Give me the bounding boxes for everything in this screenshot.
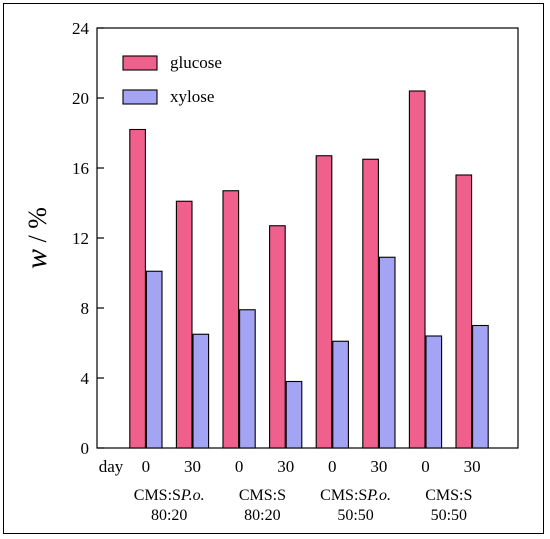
group-label-prefix: CMS:S [320, 487, 367, 504]
group-label-line2: 50:50 [431, 507, 467, 524]
group-label-line2: 50:50 [337, 507, 373, 524]
x-axis: day 0 30 0 30 0 30 0 30CMS:SP.o.80:20CMS:S80:20C… [99, 457, 481, 524]
group-label-prefix: CMS:S [134, 487, 181, 504]
group-label-line1: CMS:SP.o. [134, 487, 205, 504]
bar-xylose-8 [472, 324, 489, 449]
bar-xylose-3 [239, 309, 256, 449]
bar-glucose-1 [129, 128, 146, 449]
bar-glucose-5 [315, 155, 333, 449]
y-tick-label: 4 [81, 369, 90, 388]
x-tick-label: 0 [235, 457, 244, 476]
group-label-italic: P.o. [366, 487, 391, 504]
x-prefix-label: day [99, 457, 124, 476]
x-tick-label: 0 [421, 457, 430, 476]
bar-xylose-2 [192, 333, 210, 449]
bar-xylose-6 [378, 256, 396, 449]
group-label-prefix: CMS:S [239, 487, 286, 504]
bar-glucose-6 [362, 158, 379, 449]
y-axis-label: w / % [20, 207, 53, 269]
y-tick-label: 16 [72, 159, 89, 178]
x-tick-label: 30 [464, 457, 481, 476]
x-tick-label: 0 [328, 457, 337, 476]
x-tick-label: 30 [370, 457, 387, 476]
y-tick-label: 12 [72, 229, 89, 248]
bars [129, 90, 489, 449]
bar-xylose-4 [285, 380, 303, 449]
legend-label-glucose: glucose [170, 53, 222, 72]
y-tick-label: 0 [81, 439, 90, 458]
y-axis-label-unit: / % [23, 207, 52, 249]
group-label-prefix: CMS:S [425, 487, 472, 504]
bar-glucose-2 [175, 200, 193, 449]
y-tick-label: 20 [72, 89, 89, 108]
bar-xylose-1 [145, 270, 163, 449]
legend-swatch-xylose [122, 89, 158, 105]
bar-glucose-3 [222, 190, 240, 449]
legend-label-xylose: xylose [170, 87, 214, 106]
group-label-line1: CMS:S [425, 487, 472, 504]
bar-xylose-5 [332, 340, 349, 449]
group-label-line1: CMS:S [239, 487, 286, 504]
bar-glucose-8 [455, 174, 473, 449]
y-tick-label: 24 [72, 19, 90, 38]
group-label-line2: 80:20 [244, 507, 280, 524]
y-axis-label-var: w [20, 249, 53, 269]
group-label-line1: CMS:SP.o. [320, 487, 391, 504]
x-tick-label: 0 [142, 457, 151, 476]
group-label-italic: P.o. [180, 487, 205, 504]
y-axis: 0 4 8 12 16 20 24 [72, 19, 104, 458]
legend: glucose xylose [122, 53, 222, 106]
group-label-line2: 80:20 [151, 507, 187, 524]
y-tick-label: 8 [81, 299, 90, 318]
bar-glucose-7 [408, 90, 426, 449]
bar-glucose-4 [269, 225, 286, 449]
bar-xylose-7 [425, 335, 443, 449]
x-tick-label: 30 [184, 457, 201, 476]
x-tick-label: 30 [277, 457, 294, 476]
legend-swatch-glucose [122, 55, 158, 71]
